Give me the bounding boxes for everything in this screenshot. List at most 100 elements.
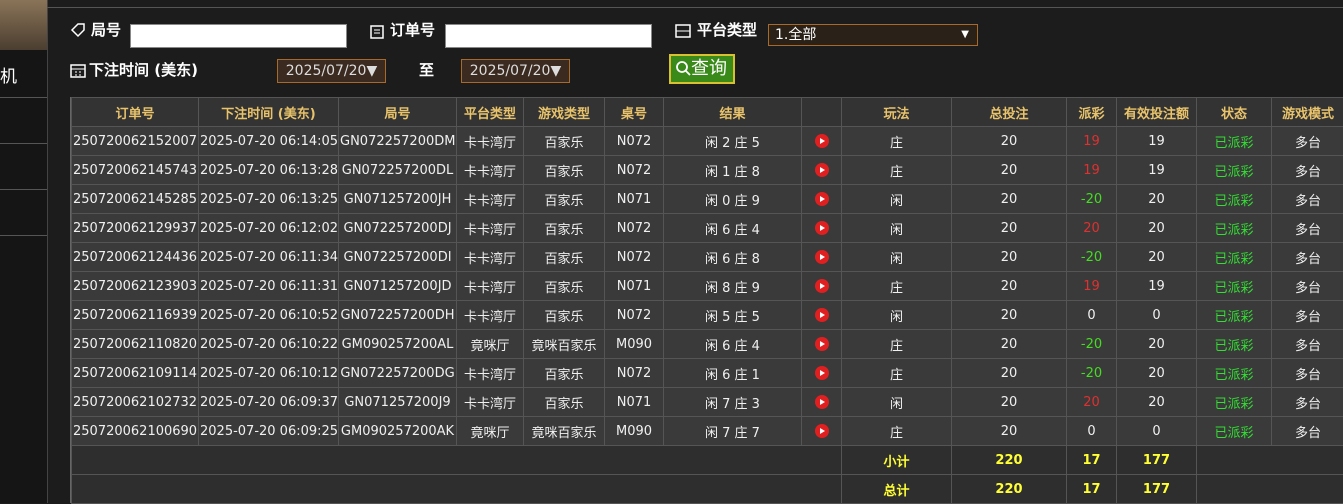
status-cell: 已派彩 xyxy=(1197,272,1272,301)
order-input[interactable] xyxy=(445,24,652,48)
table-no-cell: N072 xyxy=(605,156,664,185)
table-no-cell: N072 xyxy=(605,359,664,388)
valid-bet-cell: 20 xyxy=(1117,359,1197,388)
result-cell: 闲 1 庄 8 xyxy=(664,156,802,185)
payout-cell: 20 xyxy=(1067,388,1117,417)
summary-valid-bet: 177 xyxy=(1117,446,1197,475)
game-type-cell: 百家乐 xyxy=(524,214,605,243)
game-mode-cell: 多台 xyxy=(1272,185,1343,214)
order-no-cell: 250720062152007 xyxy=(72,127,199,156)
play-icon[interactable] xyxy=(815,308,829,322)
header-cell: 玩法 xyxy=(842,98,952,127)
order-no-cell: 250720062129937 xyxy=(72,214,199,243)
result-cell: 闲 6 庄 4 xyxy=(664,214,802,243)
header-cell: 游戏类型 xyxy=(524,98,605,127)
header-cell: 结果 xyxy=(664,98,802,127)
play-icon[interactable] xyxy=(815,221,829,235)
total-bet-cell: 20 xyxy=(952,272,1067,301)
play-icon[interactable] xyxy=(815,366,829,380)
play-icon[interactable] xyxy=(815,250,829,264)
round-no-cell: GN071257200JD xyxy=(339,272,457,301)
play-icon[interactable] xyxy=(815,279,829,293)
summary-blank xyxy=(1197,475,1343,504)
status-cell: 已派彩 xyxy=(1197,417,1272,446)
search-button[interactable]: 查询 xyxy=(669,54,735,84)
bet-time-cell: 2025-07-20 06:09:25 xyxy=(199,417,339,446)
bet-type-cell: 庄 xyxy=(842,272,952,301)
payout-cell: 19 xyxy=(1067,156,1117,185)
order-no-cell: 250720062123903 xyxy=(72,272,199,301)
bet-type-cell: 闲 xyxy=(842,301,952,330)
platform-cell: 卡卡湾厅 xyxy=(457,388,524,417)
result-cell: 闲 7 庄 3 xyxy=(664,388,802,417)
status-cell: 已派彩 xyxy=(1197,185,1272,214)
round-no-cell: GN071257200J9 xyxy=(339,388,457,417)
bet-type-cell: 闲 xyxy=(842,214,952,243)
result-icon-cell xyxy=(802,359,842,388)
table-no-cell: N072 xyxy=(605,301,664,330)
order-no-cell: 250720062116939 xyxy=(72,301,199,330)
play-icon[interactable] xyxy=(815,163,829,177)
header-cell: 订单号 xyxy=(72,98,199,127)
game-mode-cell: 多台 xyxy=(1272,272,1343,301)
total-bet-cell: 20 xyxy=(952,330,1067,359)
total-bet-cell: 20 xyxy=(952,359,1067,388)
total-bet-cell: 20 xyxy=(952,388,1067,417)
status-cell: 已派彩 xyxy=(1197,359,1272,388)
result-icon-cell xyxy=(802,417,842,446)
result-icon-cell xyxy=(802,301,842,330)
order-no-cell: 250720062100690 xyxy=(72,417,199,446)
header-cell: 有效投注额 xyxy=(1117,98,1197,127)
table-no-cell: N072 xyxy=(605,127,664,156)
valid-bet-cell: 0 xyxy=(1117,301,1197,330)
play-icon[interactable] xyxy=(815,192,829,206)
header-cell: 局号 xyxy=(339,98,457,127)
bet-type-cell: 庄 xyxy=(842,359,952,388)
bet-type-cell: 庄 xyxy=(842,330,952,359)
status-cell: 已派彩 xyxy=(1197,388,1272,417)
platform-cell: 卡卡湾厅 xyxy=(457,185,524,214)
bet-time-cell: 2025-07-20 06:09:37 xyxy=(199,388,339,417)
bet-type-cell: 庄 xyxy=(842,417,952,446)
platform-select[interactable]: 1.全部▼ xyxy=(768,24,978,46)
server-icon xyxy=(675,23,691,39)
round-input[interactable] xyxy=(130,24,347,48)
play-icon[interactable] xyxy=(815,337,829,351)
table-no-cell: N071 xyxy=(605,185,664,214)
platform-cell: 竟咪厅 xyxy=(457,330,524,359)
game-mode-cell: 多台 xyxy=(1272,127,1343,156)
round-no-cell: GN072257200DI xyxy=(339,243,457,272)
date-to[interactable]: 2025/07/20▼ xyxy=(461,59,570,83)
summary-total-bet: 220 xyxy=(952,475,1067,504)
sidebar-header xyxy=(0,0,47,50)
platform-cell: 卡卡湾厅 xyxy=(457,156,524,185)
bet-time-cell: 2025-07-20 06:13:25 xyxy=(199,185,339,214)
result-cell: 闲 0 庄 9 xyxy=(664,185,802,214)
valid-bet-cell: 19 xyxy=(1117,127,1197,156)
date-from[interactable]: 2025/07/20▼ xyxy=(277,59,386,83)
round-label: 局号 xyxy=(91,19,121,40)
summary-valid-bet: 177 xyxy=(1117,475,1197,504)
round-no-cell: GN072257200DG xyxy=(339,359,457,388)
result-cell: 闲 6 庄 1 xyxy=(664,359,802,388)
round-no-cell: GM090257200AK xyxy=(339,417,457,446)
payout-cell: 0 xyxy=(1067,301,1117,330)
sidebar-item[interactable]: 机 xyxy=(0,62,17,87)
payout-cell: -20 xyxy=(1067,330,1117,359)
result-cell: 闲 5 庄 5 xyxy=(664,301,802,330)
valid-bet-cell: 20 xyxy=(1117,243,1197,272)
payout-cell: -20 xyxy=(1067,359,1117,388)
play-icon[interactable] xyxy=(815,424,829,438)
platform-value: 1.全部 xyxy=(775,27,816,43)
play-icon[interactable] xyxy=(815,395,829,409)
result-cell: 闲 7 庄 7 xyxy=(664,417,802,446)
sidebar: 机 xyxy=(0,0,48,503)
play-icon[interactable] xyxy=(815,134,829,148)
